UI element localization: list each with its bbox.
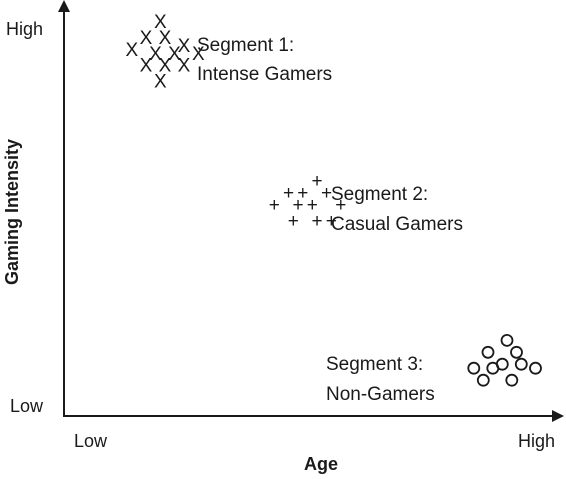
- segment-1-label-line-1: Segment 1:: [197, 35, 294, 56]
- segment-3-point-3-o-mark: [510, 345, 523, 359]
- segment-2-point-4-plus-mark: +: [321, 183, 332, 204]
- segment-3-label-line-1: Segment 3:: [326, 354, 423, 375]
- segment-2-point-3-plus-mark: +: [297, 183, 308, 204]
- segment-2-point-9-plus-mark: +: [288, 211, 299, 232]
- segment-1-point-9-x-mark: X: [140, 56, 153, 77]
- segment-1-point-5-x-mark: X: [125, 40, 138, 61]
- segment-2-point-5-plus-mark: +: [269, 195, 280, 216]
- segment-1-point-11-x-mark: X: [178, 56, 191, 77]
- x-tick-high: High: [518, 431, 555, 451]
- segment-2-label-line-2: Casual Gamers: [331, 214, 463, 235]
- segment-2-point-1-plus-mark: +: [311, 171, 322, 192]
- x-axis-title: Age: [304, 454, 338, 474]
- x-tick-low: Low: [74, 431, 108, 451]
- segment-3-point-8-o-mark: [529, 361, 542, 375]
- segment-2-point-7-plus-mark: +: [307, 195, 318, 216]
- segment-1-point-10-x-mark: X: [159, 56, 172, 77]
- segment-1-point-2-x-mark: X: [140, 28, 153, 49]
- segment-2-point-11-plus-mark: +: [326, 211, 337, 232]
- segment-1-label: Segment 1: Intense Gamers: [197, 35, 332, 85]
- segment-3-point-5-o-mark: [514, 357, 528, 371]
- segment-3-point-10-o-mark: [505, 373, 519, 387]
- y-tick-high: High: [6, 19, 43, 39]
- segment-1-label-line-2: Intense Gamers: [197, 64, 332, 85]
- segment-3-label-line-2: Non-Gamers: [326, 384, 435, 405]
- segment-2-point-8-plus-mark: +: [335, 195, 346, 216]
- segment-1-point-1-x-mark: X: [154, 12, 167, 33]
- segment-3-label: Segment 3: Non-Gamers: [326, 354, 435, 405]
- segment-2-point-10-plus-mark: +: [311, 211, 322, 232]
- segment-3-point-9-o-mark: [476, 373, 490, 387]
- segment-1-point-4-x-mark: X: [178, 36, 191, 57]
- y-tick-low: Low: [10, 396, 44, 416]
- segment-3-point-7-o-mark: [486, 361, 500, 375]
- segment-1-point-6-x-mark: X: [149, 44, 162, 65]
- segment-2-point-2-plus-mark: +: [283, 183, 294, 204]
- segment-1-point-3-x-mark: X: [159, 28, 172, 49]
- segment-1-point-12-x-mark: X: [154, 72, 167, 93]
- segment-1-point-7-x-mark: X: [168, 44, 181, 65]
- segment-3-point-1-o-mark: [500, 333, 514, 347]
- data-points: XX X XX X X XX X XX++ + ++ + + ++ + +: [125, 12, 542, 387]
- y-axis-title: Gaming Intensity: [2, 139, 22, 285]
- segment-1-point-8-x-mark: X: [192, 44, 205, 65]
- segment-3-point-2-o-mark: [481, 345, 495, 359]
- segment-2-label-line-1: Segment 2:: [331, 184, 428, 205]
- segment-2-point-6-plus-mark: +: [292, 195, 303, 216]
- segment-3-point-6-o-mark: [467, 361, 481, 375]
- segment-2-label: Segment 2: Casual Gamers: [331, 184, 463, 235]
